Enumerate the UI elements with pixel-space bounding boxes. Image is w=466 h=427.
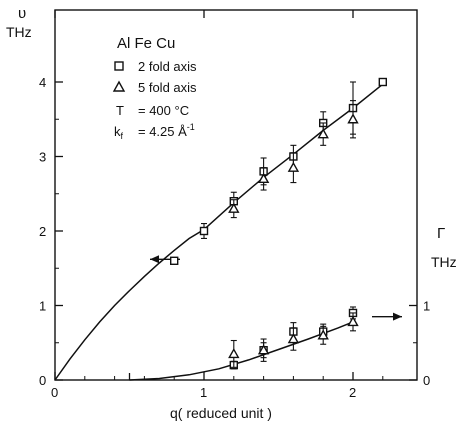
point-square-frequency — [169, 256, 179, 265]
temperature-value: = 400 °C — [138, 103, 189, 118]
legend-square-marker — [114, 61, 124, 71]
triangle-marker — [347, 315, 359, 327]
y-left-tick-label-0: 0 — [39, 373, 46, 388]
legend-label-2fold: 2 fold axis — [138, 59, 197, 74]
x-axis-title: q( reduced unit ) — [170, 405, 272, 421]
legend-label-5fold: 5 fold axis — [138, 80, 197, 95]
data-markers-group — [169, 77, 387, 370]
kf-number: = 4.25 Å — [138, 124, 187, 139]
axes-group: 0 1 2 0 1 2 3 4 0 1 — [39, 10, 430, 400]
fit-curve-width — [129, 321, 354, 381]
triangle-marker — [287, 333, 300, 344]
kf-subscript: f — [121, 131, 124, 141]
point-triangle-frequency — [228, 199, 240, 219]
plot-frame — [54, 9, 418, 381]
y-axis-right-symbol: Γ — [437, 225, 445, 242]
point-triangle-frequency — [347, 100, 359, 139]
triangle-marker — [257, 172, 270, 184]
triangle-marker — [257, 344, 270, 355]
material-label: Al Fe Cu — [117, 35, 175, 52]
fit-curve-frequency — [54, 83, 384, 381]
fit-curves-group — [54, 83, 402, 381]
y-axis-left-unit: THz — [6, 24, 32, 40]
triangle-marker — [287, 161, 300, 172]
triangle-marker — [228, 347, 240, 359]
x-tick-label-1: 1 — [200, 385, 207, 400]
x-tick-label-2: 2 — [349, 385, 356, 400]
arrow-right — [372, 312, 402, 321]
legend: Al Fe Cu 2 fold axis 5 fold axis T = 400… — [112, 35, 197, 141]
x-tick-label-0: 0 — [51, 385, 58, 400]
kf-symbol: k — [114, 124, 121, 139]
point-triangle-width — [347, 312, 359, 332]
triangle-marker — [317, 329, 329, 340]
point-triangle-width — [228, 339, 240, 368]
triangle-marker — [347, 113, 359, 124]
y-right-tick-label-1: 1 — [423, 299, 430, 314]
arrow-head — [150, 255, 159, 264]
kf-exponent: -1 — [187, 122, 195, 132]
point-triangle-frequency — [287, 152, 300, 184]
legend-triangle-marker — [112, 80, 126, 92]
point-triangle-width — [257, 338, 270, 362]
y-left-tick-label-2: 2 — [39, 224, 46, 239]
point-triangle-frequency — [317, 122, 329, 146]
point-triangle-width — [317, 325, 329, 345]
arrow-head — [393, 312, 402, 321]
point-triangle-width — [287, 327, 300, 351]
triangle-marker — [228, 202, 240, 213]
square-marker — [169, 256, 179, 265]
square-marker — [378, 77, 387, 87]
y-axis-right-unit: THz — [431, 254, 457, 270]
y-left-tick-label-3: 3 — [39, 150, 46, 165]
kf-value: = 4.25 Å-1 — [138, 122, 195, 139]
y-right-tick-label-0: 0 — [423, 373, 430, 388]
point-square-frequency — [199, 223, 209, 239]
kf-label: kf — [114, 124, 124, 141]
y-left-tick-label-1: 1 — [39, 299, 46, 314]
temperature-symbol: T — [116, 103, 124, 118]
triangle-marker — [317, 128, 329, 139]
point-square-frequency — [378, 77, 387, 87]
y-left-tick-label-4: 4 — [39, 75, 46, 90]
square-marker — [199, 226, 209, 236]
plot-frame-group — [54, 9, 418, 381]
y-axis-left-symbol: υ — [18, 5, 26, 22]
point-triangle-frequency — [257, 167, 270, 191]
